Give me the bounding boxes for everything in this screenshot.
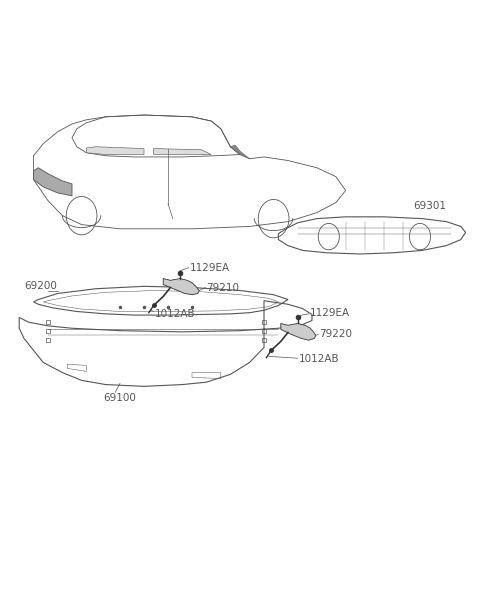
- Text: 1129EA: 1129EA: [190, 263, 230, 273]
- Text: 69301: 69301: [413, 201, 446, 211]
- Text: 1129EA: 1129EA: [310, 308, 350, 317]
- Polygon shape: [86, 147, 144, 155]
- Text: 79220: 79220: [319, 329, 352, 339]
- Polygon shape: [34, 168, 72, 196]
- Polygon shape: [154, 149, 211, 155]
- Text: 1012AB: 1012AB: [155, 309, 195, 319]
- Text: 69200: 69200: [24, 282, 57, 291]
- Polygon shape: [230, 145, 250, 159]
- Text: 69100: 69100: [103, 394, 136, 403]
- Polygon shape: [281, 323, 316, 340]
- Text: 1012AB: 1012AB: [299, 355, 339, 364]
- Polygon shape: [163, 279, 199, 295]
- Text: 79210: 79210: [206, 283, 240, 292]
